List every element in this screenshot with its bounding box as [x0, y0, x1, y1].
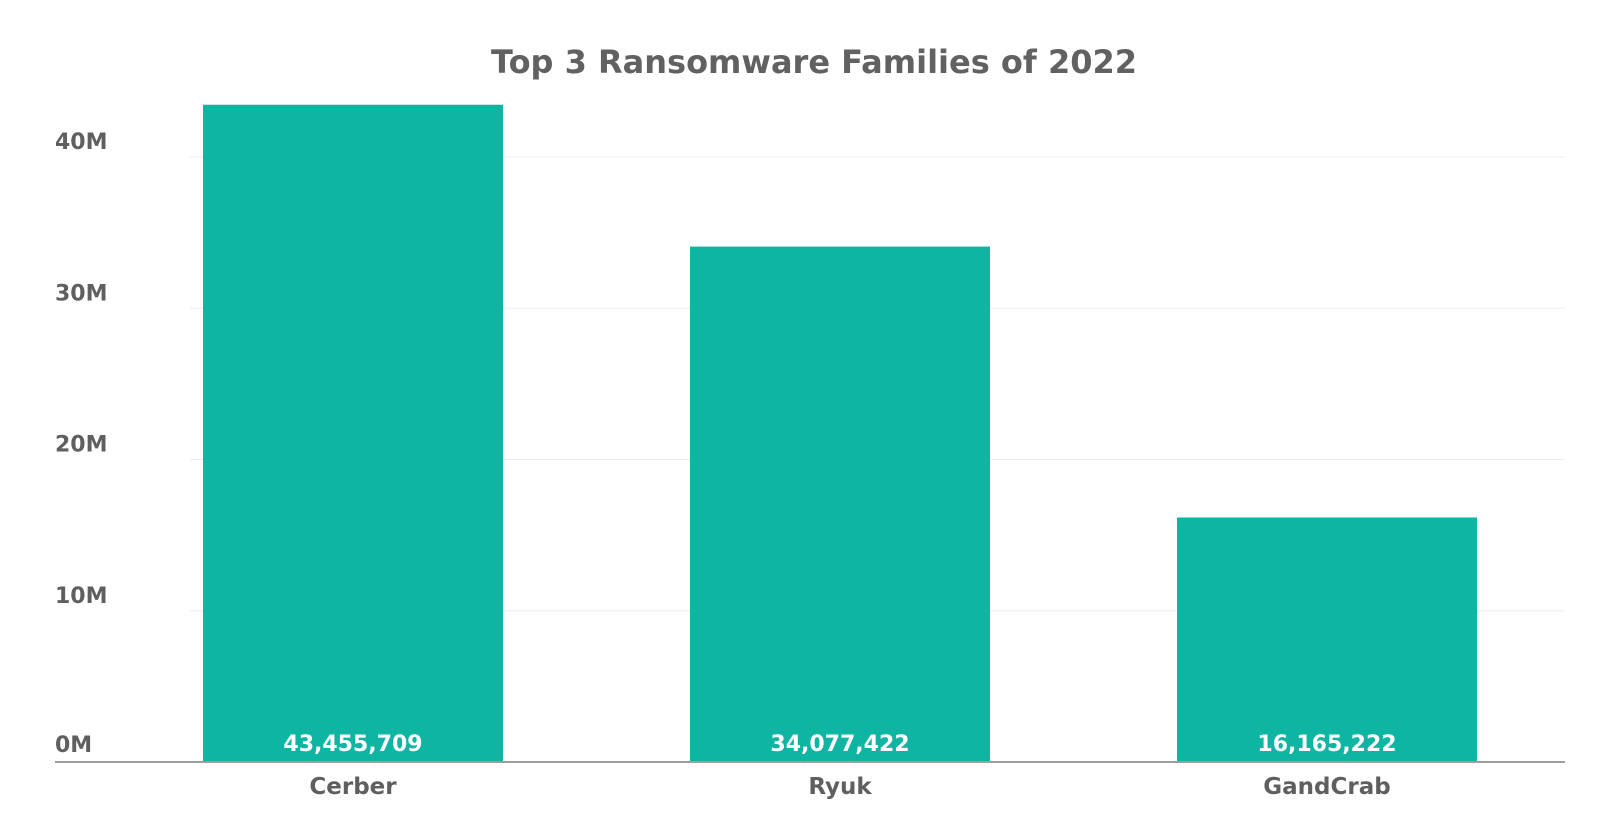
x-tick-label: GandCrab [1263, 774, 1390, 800]
x-tick-label: Ryuk [808, 774, 872, 800]
y-tick-label: 20M [55, 433, 108, 458]
data-labels: 43,455,709 34,077,422 16,165,222 [283, 732, 1396, 757]
x-tick-label: Cerber [309, 774, 397, 800]
chart-title: Top 3 Ransomware Families of 2022 [491, 43, 1137, 81]
y-tick-label: 30M [55, 281, 108, 306]
x-axis-ticks: Cerber Ryuk GandCrab [309, 774, 1390, 800]
y-tick-label: 10M [55, 584, 108, 609]
data-label: 43,455,709 [283, 732, 422, 757]
data-label: 16,165,222 [1257, 732, 1396, 757]
data-label: 34,077,422 [770, 732, 909, 757]
y-axis-ticks: 0M 10M 20M 30M 40M [55, 130, 108, 758]
y-tick-label: 0M [55, 733, 92, 758]
y-tick-label: 40M [55, 130, 108, 155]
bar-cerber [203, 104, 503, 762]
bar-gandcrab [1177, 517, 1477, 762]
bar-ryuk [690, 246, 990, 763]
bars [203, 104, 1477, 763]
